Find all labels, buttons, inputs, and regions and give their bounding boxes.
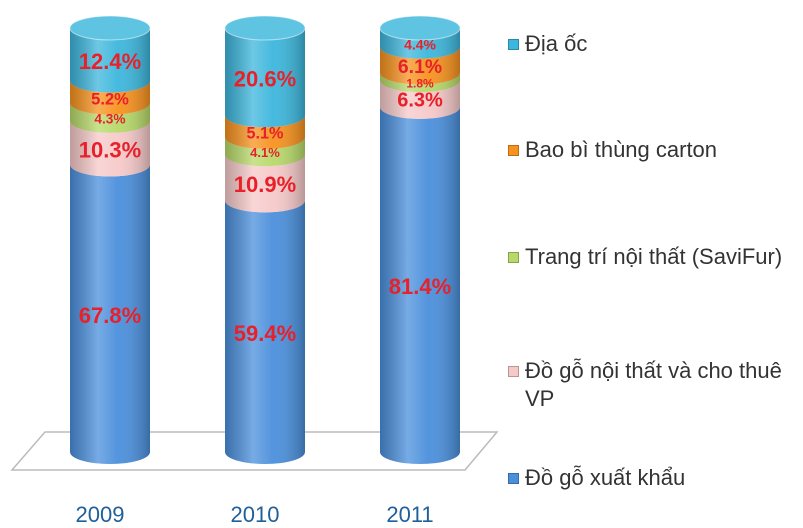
value-label: 4.4%	[404, 37, 436, 53]
legend-swatch	[508, 145, 519, 156]
legend-label: Trang trí nội thất (SaviFur)	[525, 244, 783, 269]
legend-entry: Địa ốc	[505, 30, 795, 58]
value-label: 12.4%	[79, 49, 141, 74]
legend-swatch	[508, 473, 519, 484]
value-label: 10.9%	[234, 172, 296, 197]
legend-swatch	[508, 39, 519, 50]
value-label: 1.8%	[406, 77, 434, 91]
x-tick-label: 2011	[386, 502, 433, 527]
value-label: 59.4%	[234, 321, 296, 346]
value-label: 4.3%	[94, 111, 125, 126]
cylinder-top	[224, 15, 306, 41]
value-label: 6.1%	[398, 56, 442, 78]
legend-entry: Trang trí nội thất (SaviFur)	[505, 243, 795, 271]
legend-swatch	[508, 252, 519, 263]
cylinder-top	[69, 15, 151, 41]
cylinder-top-shade	[380, 16, 460, 40]
legend-label: Bao bì thùng carton	[525, 137, 718, 162]
cylinder-top	[379, 15, 461, 41]
cylinder-shade	[225, 28, 305, 464]
value-label: 5.1%	[247, 124, 284, 142]
value-label: 81.4%	[389, 274, 451, 299]
legend: Đồ gỗ xuất khẩu Đồ gỗ nội thất và cho thu…	[505, 0, 800, 528]
legend-swatch	[508, 366, 519, 377]
cylinder-top-shade	[225, 16, 305, 40]
legend-label: Đồ gỗ nội thất và cho thuê VP	[525, 358, 782, 411]
x-tick-label: 2010	[231, 502, 280, 527]
legend-label: Đồ gỗ xuất khẩu	[525, 465, 686, 490]
value-label: 5.2%	[91, 89, 129, 108]
legend-entry: Bao bì thùng carton	[505, 136, 795, 164]
legend-entry: Đồ gỗ xuất khẩu	[505, 464, 795, 492]
value-label: 20.6%	[234, 66, 296, 91]
value-label: 4.1%	[250, 145, 280, 160]
cylinder-top-shade	[70, 16, 150, 40]
x-tick-label: 2009	[76, 502, 125, 527]
value-label: 6.3%	[397, 90, 443, 112]
value-label: 67.8%	[79, 303, 141, 328]
legend-entry: Đồ gỗ nội thất và cho thuê VP	[505, 357, 795, 413]
value-label: 10.3%	[79, 137, 141, 162]
legend-label: Địa ốc	[525, 31, 588, 56]
cylinder-shade	[380, 28, 460, 464]
cylinder-shade	[70, 28, 150, 464]
